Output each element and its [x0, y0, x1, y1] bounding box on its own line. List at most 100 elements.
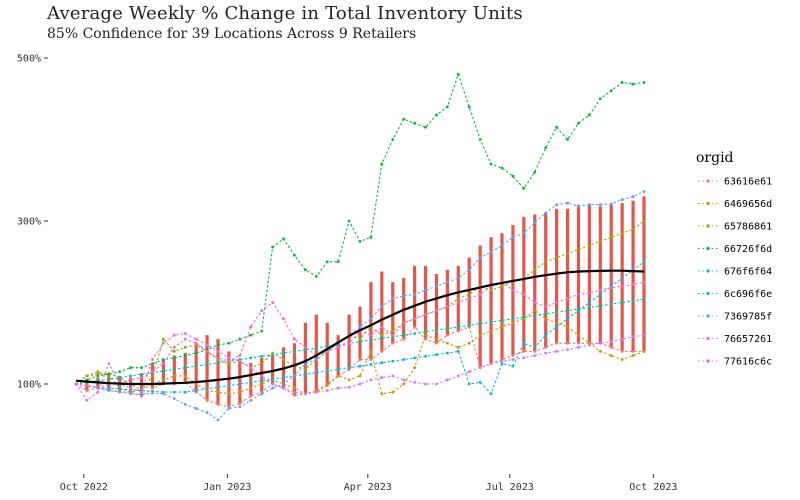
series-point-76657261 — [391, 374, 395, 378]
legend-swatch-point — [706, 291, 710, 296]
series-point-6469656d — [172, 374, 176, 378]
series-7369785f — [74, 190, 646, 422]
series-point-7369785f — [260, 392, 264, 396]
series-point-6c696f6e — [391, 359, 395, 363]
series-point-7369785f — [544, 211, 548, 215]
series-point-76657261 — [358, 382, 362, 386]
legend-swatch-point — [706, 246, 710, 251]
series-point-76657261 — [511, 358, 515, 361]
series-point-65786861 — [467, 292, 471, 296]
series-point-6469656d — [402, 382, 406, 386]
series-point-6c696f6e — [555, 325, 559, 329]
series-point-66726f6d — [293, 253, 296, 257]
x-tick-label: Oct 2022 — [60, 482, 108, 493]
series-point-65786861 — [391, 329, 395, 333]
series-point-66726f6d — [609, 89, 613, 92]
series-point-65786861 — [489, 288, 493, 292]
series-point-676f6f64 — [566, 309, 569, 313]
series-point-77616c6c — [424, 313, 427, 317]
series-point-66726f6d — [587, 113, 591, 117]
series-point-6c696f6e — [172, 390, 176, 394]
series-point-6c696f6e — [642, 260, 646, 264]
series-point-77616c6c — [129, 378, 133, 382]
series-point-66726f6d — [642, 81, 646, 84]
series-point-63616e61 — [380, 350, 384, 353]
series-point-77616c6c — [587, 291, 591, 295]
series-point-676f6f64 — [249, 356, 253, 360]
series-point-77616c6c — [445, 305, 449, 308]
series-point-65786861 — [358, 337, 362, 341]
series-point-76657261 — [205, 343, 209, 347]
series-point-77616c6c — [467, 297, 471, 300]
series-point-676f6f64 — [314, 346, 318, 350]
x-tick-label: Oct 2023 — [629, 482, 677, 493]
series-point-676f6f64 — [380, 336, 384, 340]
series-point-6469656d — [435, 337, 438, 341]
series-point-676f6f64 — [140, 372, 143, 376]
series-point-6469656d — [609, 354, 613, 357]
series-point-676f6f64 — [205, 363, 209, 366]
series-point-66726f6d — [314, 275, 318, 278]
series-point-76657261 — [555, 350, 559, 353]
series-point-7369785f — [194, 407, 198, 410]
series-point-6c696f6e — [260, 379, 264, 383]
series-point-676f6f64 — [129, 374, 133, 378]
series-point-77616c6c — [325, 350, 329, 353]
series-point-6c696f6e — [183, 390, 187, 394]
series-point-65786861 — [380, 333, 384, 337]
series-point-65786861 — [642, 219, 646, 223]
series-point-77616c6c — [303, 345, 307, 349]
series-point-6c696f6e — [249, 380, 253, 384]
series-point-77616c6c — [533, 301, 537, 304]
series-point-676f6f64 — [325, 345, 329, 348]
series-point-63616e61 — [456, 329, 460, 333]
series-point-676f6f64 — [216, 361, 220, 365]
series-line-676f6f64 — [75, 298, 645, 385]
series-point-676f6f64 — [511, 317, 515, 321]
series-point-77616c6c — [172, 345, 176, 349]
series-point-6469656d — [380, 392, 384, 396]
series-point-6c696f6e — [587, 301, 591, 304]
series-point-676f6f64 — [435, 328, 438, 332]
series-point-676f6f64 — [598, 304, 602, 308]
series-point-66726f6d — [161, 358, 165, 361]
legend-label: 76657261 — [724, 334, 772, 345]
series-point-6469656d — [467, 341, 471, 345]
series-point-7369785f — [456, 276, 460, 280]
series-point-76657261 — [577, 345, 580, 349]
series-point-63616e61 — [533, 350, 537, 353]
series-line-7369785f — [75, 191, 645, 421]
series-point-76657261 — [161, 341, 165, 345]
series-point-7369785f — [631, 195, 635, 198]
series-layer — [74, 72, 646, 422]
series-point-77616c6c — [511, 288, 515, 292]
series-point-76657261 — [609, 340, 613, 344]
series-point-76657261 — [336, 386, 340, 390]
series-point-6469656d — [598, 350, 602, 353]
series-point-6469656d — [555, 321, 559, 325]
series-point-66726f6d — [194, 351, 198, 355]
series-point-76657261 — [85, 398, 89, 402]
series-point-66726f6d — [511, 174, 515, 178]
series-point-6c696f6e — [566, 317, 569, 321]
series-point-65786861 — [566, 252, 569, 256]
series-point-676f6f64 — [194, 364, 198, 368]
series-point-66726f6d — [544, 146, 548, 150]
series-point-7369785f — [522, 231, 526, 235]
series-point-6469656d — [533, 309, 537, 313]
series-point-6c696f6e — [467, 382, 471, 386]
series-point-6c696f6e — [369, 363, 373, 366]
series-point-6c696f6e — [216, 385, 220, 389]
series-point-7369785f — [402, 294, 406, 298]
series-point-65786861 — [456, 297, 460, 300]
series-point-676f6f64 — [358, 340, 362, 344]
series-point-6c696f6e — [456, 350, 460, 353]
series-point-76657261 — [522, 356, 526, 360]
series-point-66726f6d — [336, 260, 340, 264]
series-point-7369785f — [500, 244, 504, 247]
series-point-76657261 — [413, 380, 417, 384]
series-point-65786861 — [260, 362, 264, 366]
series-point-77616c6c — [161, 362, 165, 366]
series-point-63616e61 — [249, 394, 253, 398]
series-point-77616c6c — [85, 384, 89, 388]
